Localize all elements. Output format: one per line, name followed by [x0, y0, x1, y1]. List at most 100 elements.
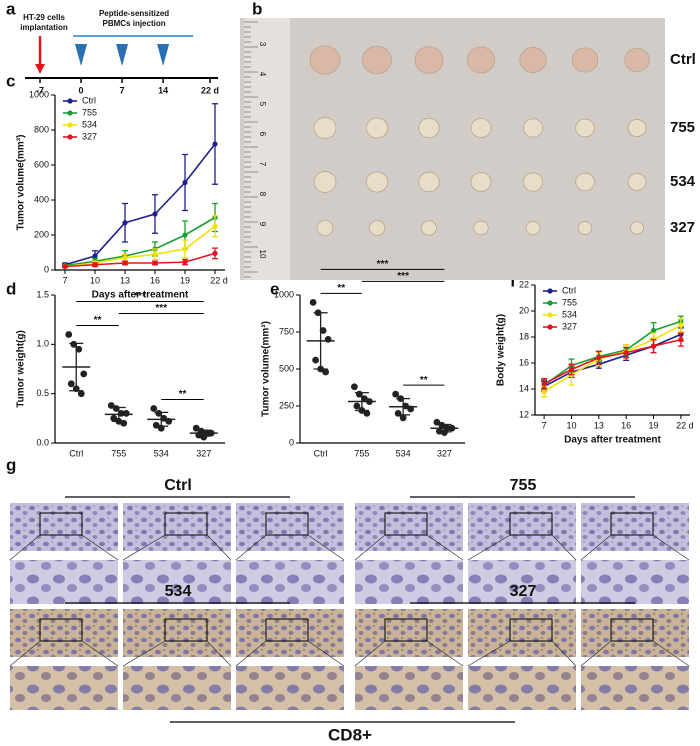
legend-marker	[67, 122, 73, 128]
y-axis-label: Tumor weight(g)	[16, 330, 27, 408]
tumor	[365, 171, 389, 193]
y-tick-label: 0	[44, 264, 49, 274]
zoom-connector	[122, 640, 166, 667]
ruler-label: 8	[258, 192, 267, 197]
point	[212, 250, 218, 256]
y-tick-label: 1000	[274, 289, 294, 299]
marker-label: CD8+	[328, 725, 372, 744]
tumor	[466, 46, 496, 74]
y-axis-label: Tumor volume(mm³)	[16, 135, 27, 231]
zoom-box	[509, 512, 553, 536]
y-tick-label: 0.0	[36, 437, 49, 447]
timeline-tick-label: 7	[120, 85, 125, 95]
point	[65, 331, 73, 338]
panel-label: d	[6, 279, 16, 298]
point	[312, 356, 320, 364]
point	[182, 259, 188, 265]
point	[541, 389, 547, 395]
tumor	[519, 47, 547, 73]
histology-image	[581, 503, 689, 551]
point	[112, 405, 120, 412]
panel-label: b	[252, 0, 262, 18]
row-label: 534	[670, 173, 696, 190]
tumor	[577, 221, 593, 235]
zoom-connector	[81, 534, 119, 561]
x-tick-label: 22 d	[676, 420, 694, 430]
point	[324, 336, 332, 343]
y-tick-label: 22	[519, 279, 529, 289]
y-tick-label: 12	[519, 409, 529, 419]
x-tick-label: 327	[437, 448, 452, 458]
x-axis-label: Days after treatment	[564, 435, 661, 446]
zoom-box	[39, 618, 83, 642]
histology-image	[468, 503, 576, 551]
x-axis-label: Days after treatment	[92, 290, 189, 301]
zoom-connector	[354, 640, 386, 667]
zoom-connector	[580, 534, 612, 561]
x-tick-label: 19	[649, 420, 659, 430]
row-label: 327	[670, 219, 695, 236]
tumor	[309, 45, 341, 75]
panel-label: f	[510, 271, 516, 290]
point	[399, 414, 407, 422]
group-label: 327	[510, 583, 537, 600]
ruler-label: 3	[258, 42, 267, 47]
ruler-label: 4	[258, 72, 267, 77]
point	[122, 410, 130, 417]
point	[650, 343, 657, 349]
x-tick-label: 13	[120, 275, 130, 285]
zoom-image	[10, 560, 118, 604]
point	[92, 262, 98, 268]
tumor	[313, 171, 337, 193]
tumor	[525, 220, 541, 236]
zoom-connector	[206, 640, 232, 667]
zoom-connector	[551, 640, 577, 667]
series-line	[64, 143, 216, 266]
tumor	[418, 171, 440, 193]
point	[70, 340, 78, 348]
point	[67, 380, 75, 388]
zoom-box	[265, 512, 309, 536]
tumor	[470, 118, 492, 138]
tumor	[421, 220, 437, 236]
point	[182, 246, 188, 252]
legend-label: Ctrl	[562, 285, 576, 295]
ruler-label: 10	[258, 250, 267, 259]
point	[350, 383, 358, 391]
zoom-image	[355, 560, 463, 604]
row-label: Ctrl	[670, 51, 696, 68]
point	[678, 337, 684, 343]
tumor	[575, 118, 595, 138]
x-tick-label: Ctrl	[69, 448, 83, 458]
point	[596, 355, 602, 361]
x-tick-label: 13	[594, 420, 604, 430]
legend-label: 755	[82, 107, 97, 117]
zoom-connector	[467, 534, 511, 561]
point	[568, 366, 575, 373]
y-tick-label: 800	[34, 124, 49, 134]
point	[360, 395, 368, 402]
tumor	[313, 117, 337, 139]
ruler	[244, 18, 290, 280]
x-tick-label: 534	[396, 448, 411, 458]
zoom-image	[581, 560, 689, 604]
histology-image	[123, 609, 231, 657]
ruler-label: 9	[258, 222, 267, 227]
group-label: Ctrl	[164, 477, 192, 494]
histology-image	[355, 609, 463, 657]
zoom-box	[39, 512, 83, 536]
significance-label: ***	[397, 271, 409, 282]
timeline-tick-label: 14	[158, 85, 168, 95]
legend-label: 534	[82, 119, 97, 129]
point	[182, 232, 188, 238]
zoom-connector	[652, 640, 690, 667]
tumor	[365, 117, 389, 139]
histology-image	[581, 609, 689, 657]
x-tick-label: 755	[111, 448, 126, 458]
histology-image	[236, 609, 344, 657]
y-tick-label: 250	[279, 400, 294, 410]
significance-label: ***	[377, 259, 389, 270]
zoom-connector	[235, 534, 267, 561]
y-tick-label: 500	[279, 363, 294, 373]
y-tick-label: 750	[279, 326, 294, 336]
